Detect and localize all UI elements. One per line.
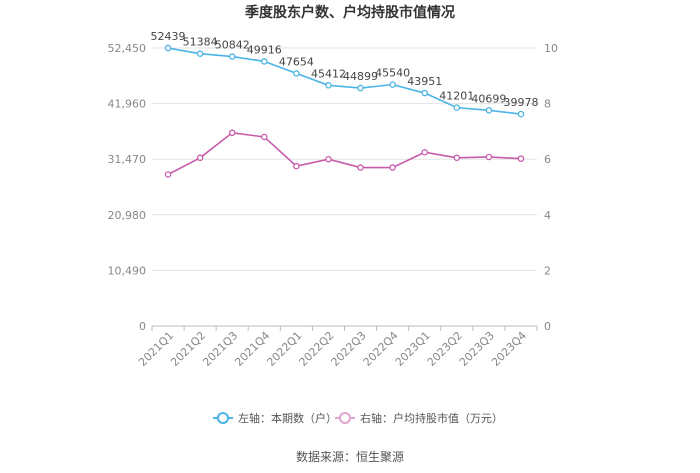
legend-item-value[interactable]: 右轴：户均持股市值（万元） bbox=[335, 411, 503, 425]
series-line-0 bbox=[167, 47, 522, 115]
data-point[interactable] bbox=[293, 70, 300, 77]
x-axis: 2021Q12021Q22021Q32021Q42022Q12022Q22022… bbox=[136, 325, 538, 369]
data-label: 43951 bbox=[407, 75, 442, 88]
data-point[interactable] bbox=[196, 50, 204, 57]
data-point[interactable] bbox=[293, 162, 300, 170]
data-label: 40699 bbox=[471, 92, 506, 105]
data-point[interactable] bbox=[261, 133, 268, 141]
legend-value-marker bbox=[339, 412, 351, 424]
data-label: 51384 bbox=[183, 36, 218, 49]
left-axis-ticks: 0 10,490 20,980 31,470 41,960 52,450 bbox=[108, 42, 147, 333]
data-point[interactable] bbox=[453, 104, 461, 111]
left-tick-label: 10,490 bbox=[108, 264, 147, 277]
data-point[interactable] bbox=[389, 164, 396, 171]
data-label: 49916 bbox=[247, 43, 282, 56]
data-point[interactable] bbox=[164, 171, 172, 178]
data-point[interactable] bbox=[228, 129, 236, 137]
data-point[interactable] bbox=[261, 58, 268, 65]
series-layer: 5243951384508424991647654454124489945540… bbox=[151, 30, 538, 178]
left-tick-label: 52,450 bbox=[108, 42, 147, 55]
data-point[interactable] bbox=[228, 53, 236, 60]
data-point[interactable] bbox=[357, 164, 364, 171]
legend-value-label: 右轴：户均持股市值（万元） bbox=[360, 411, 503, 425]
data-label: 47654 bbox=[279, 55, 314, 68]
right-tick-label: 10 bbox=[544, 42, 558, 55]
data-point[interactable] bbox=[517, 110, 525, 118]
data-point[interactable] bbox=[196, 154, 204, 162]
data-point[interactable] bbox=[421, 89, 428, 97]
right-tick-label: 6 bbox=[544, 153, 551, 166]
chart-title: 季度股东户数、户均持股市值情况 bbox=[244, 4, 455, 21]
legend-households-label: 左轴：本期数（户） bbox=[238, 411, 337, 425]
left-tick-label: 0 bbox=[139, 320, 146, 333]
right-tick-label: 2 bbox=[544, 264, 551, 277]
left-tick-label: 31,470 bbox=[108, 153, 147, 166]
right-tick-label: 8 bbox=[544, 98, 551, 111]
data-point[interactable] bbox=[389, 81, 396, 88]
data-point[interactable] bbox=[517, 155, 525, 162]
data-point[interactable] bbox=[164, 44, 172, 52]
data-point[interactable] bbox=[485, 153, 493, 161]
legend-households-marker bbox=[217, 412, 229, 424]
source-note: 数据来源：恒生聚源 bbox=[296, 449, 404, 464]
data-label: 41201 bbox=[439, 90, 474, 103]
data-label: 44899 bbox=[343, 70, 378, 83]
right-tick-label: 0 bbox=[544, 320, 551, 333]
data-point[interactable] bbox=[325, 82, 332, 89]
data-point[interactable] bbox=[485, 107, 493, 114]
legend: 左轴：本期数（户） 右轴：户均持股市值（万元） bbox=[213, 411, 503, 425]
data-point[interactable] bbox=[421, 148, 428, 156]
data-label: 45412 bbox=[311, 67, 346, 80]
data-label: 50842 bbox=[215, 39, 250, 52]
left-tick-label: 41,960 bbox=[108, 98, 147, 111]
data-point[interactable] bbox=[453, 154, 461, 162]
right-axis-ticks: 0 2 4 6 8 10 bbox=[544, 42, 558, 333]
x-tick-label: 2023Q4 bbox=[489, 329, 529, 369]
data-label: 39978 bbox=[503, 96, 538, 109]
data-label: 45540 bbox=[375, 67, 410, 80]
data-label: 52439 bbox=[151, 30, 186, 43]
data-point[interactable] bbox=[325, 155, 332, 163]
right-tick-label: 4 bbox=[544, 209, 551, 222]
left-tick-label: 20,980 bbox=[108, 209, 147, 222]
series-line-1 bbox=[167, 131, 521, 176]
grid bbox=[152, 47, 537, 271]
legend-item-households[interactable]: 左轴：本期数（户） bbox=[213, 411, 337, 425]
data-point[interactable] bbox=[357, 84, 364, 92]
